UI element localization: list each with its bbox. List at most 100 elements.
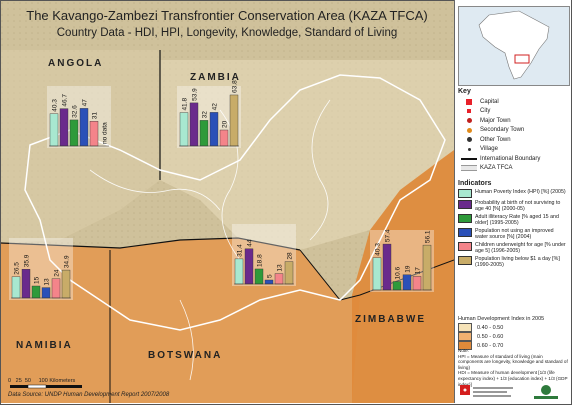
legend-symbol-icon bbox=[458, 109, 480, 114]
scale-bar bbox=[10, 384, 82, 389]
bar-namibia-4 bbox=[51, 278, 61, 299]
country-label-zambia: ZAMBIA bbox=[190, 72, 241, 83]
bar-label-zambia-1: 53.9 bbox=[192, 88, 199, 101]
bar-label-botswana-1: 44 bbox=[247, 239, 254, 247]
bar-label-botswana-5: 28 bbox=[287, 252, 294, 260]
indicator-swatch bbox=[458, 256, 472, 265]
bar-zimbabwe-4 bbox=[412, 276, 422, 291]
legend-key: Key Capital City Major Town Secondary Town O… bbox=[458, 88, 540, 173]
bar-label-botswana-4: 13 bbox=[277, 264, 284, 272]
country-label-namibia: NAMIBIA bbox=[16, 340, 73, 351]
legend-key-label: KAZA TFCA bbox=[480, 165, 513, 172]
bar-label-angola-4: 31 bbox=[92, 112, 99, 120]
legend-key-heading: Key bbox=[458, 88, 471, 95]
indicator-swatch bbox=[458, 228, 472, 237]
bar-angola-4 bbox=[89, 120, 99, 147]
legend-key-row: Capital bbox=[458, 97, 540, 107]
bar-label-zambia-0: 41.8 bbox=[182, 98, 189, 111]
indicator-row: Adult illiteracy Rate [% aged 15 and old… bbox=[458, 214, 568, 226]
bar-label-angola-2: 32.6 bbox=[72, 105, 79, 118]
country-label-zimbabwe: ZIMBABWE bbox=[355, 314, 426, 325]
bar-label-zimbabwe-5: 56.1 bbox=[425, 230, 432, 243]
partner-logos bbox=[460, 385, 558, 399]
bar-botswana-1 bbox=[244, 248, 254, 285]
bar-zambia-3 bbox=[209, 112, 219, 147]
indicator-row: Human Poverty Index (HPI) [%] (2005) bbox=[458, 189, 568, 198]
hdi-zone-angola bbox=[1, 50, 160, 243]
hdi-row: 0.40 - 0.50 bbox=[458, 323, 544, 332]
bar-angola-3 bbox=[79, 108, 89, 147]
legend-symbol-icon bbox=[458, 137, 480, 143]
bar-zimbabwe-3 bbox=[402, 274, 412, 291]
bar-label-botswana-2: 18.8 bbox=[257, 254, 264, 267]
bar-zimbabwe-0 bbox=[372, 257, 382, 291]
indicator-label: Children underweight for age [% under ag… bbox=[475, 242, 566, 254]
bar-namibia-0 bbox=[11, 276, 21, 299]
bar-label-zimbabwe-3: 19 bbox=[405, 265, 412, 273]
river-3 bbox=[89, 169, 221, 211]
indicator-label: Human Poverty Index (HPI) [%] (2005) bbox=[475, 189, 566, 195]
indicator-swatch bbox=[458, 242, 472, 251]
note-text: Note: HPI = Measure of standard of livin… bbox=[458, 348, 568, 387]
hdi-heading: Human Development Index in 2005 bbox=[458, 316, 545, 322]
bar-botswana-3 bbox=[264, 279, 274, 285]
bar-label-botswana-0: 31.4 bbox=[237, 244, 244, 257]
bar-label-zambia-4: 20 bbox=[222, 120, 229, 128]
indicator-label: Adult illiteracy Rate [% aged 15 and old… bbox=[475, 214, 559, 226]
legend-key-label: Secondary Town bbox=[480, 127, 525, 134]
bar-label-botswana-3: 5 bbox=[267, 274, 274, 278]
bar-label-angola-0: 40.3 bbox=[52, 99, 59, 112]
legend-key-row: Village bbox=[458, 145, 540, 155]
hdi-label: 0.40 - 0.50 bbox=[477, 324, 504, 331]
hdi-row: 0.60 - 0.70 bbox=[458, 341, 544, 350]
legend-symbol-icon bbox=[458, 118, 480, 124]
bar-angola-2 bbox=[69, 119, 79, 147]
hdi-swatch bbox=[458, 332, 472, 341]
bar-label-angola-1: 46.7 bbox=[62, 94, 69, 107]
legend-key-label: International Boundary bbox=[480, 155, 541, 162]
bar-label-zimbabwe-0: 40.3 bbox=[375, 243, 382, 256]
indicator-swatch bbox=[458, 189, 472, 198]
hdi-legend: Human Development Index in 2005 0.40 - 0… bbox=[458, 316, 544, 350]
legend-key-label: Other Town bbox=[480, 136, 511, 143]
indicator-label: Probability at birth of not surviving to… bbox=[475, 200, 561, 212]
bar-label-namibia-3: 13 bbox=[44, 278, 51, 286]
legend-symbol-icon bbox=[458, 98, 480, 105]
bar-botswana-2 bbox=[254, 268, 264, 285]
boundary-zimbabwe bbox=[299, 249, 454, 301]
scale-label-mid2: 50 bbox=[24, 378, 31, 384]
map-subtitle: Country Data - HDI, HPI, Longevity, Know… bbox=[56, 27, 398, 39]
bar-zimbabwe-2 bbox=[392, 281, 402, 291]
scale-labels: 0 25 50 100 Kilometers bbox=[8, 378, 75, 384]
legend-key-label: Village bbox=[480, 146, 498, 153]
bar-label-namibia-2: 15 bbox=[34, 276, 41, 284]
indicators-heading: Indicators bbox=[458, 180, 492, 187]
hdi-swatch bbox=[458, 341, 472, 350]
country-label-angola: ANGOLA bbox=[48, 58, 104, 69]
bar-zambia-2 bbox=[199, 120, 209, 147]
bar-botswana-5 bbox=[284, 261, 294, 285]
bar-label-namibia-4: 24 bbox=[54, 269, 61, 277]
hdi-row: 0.50 - 0.60 bbox=[458, 332, 544, 341]
hdi-label: 0.50 - 0.60 bbox=[477, 333, 504, 340]
bar-namibia-3 bbox=[41, 287, 51, 299]
indicator-row: Population living below $1 a day [%] (19… bbox=[458, 256, 568, 268]
bar-namibia-2 bbox=[31, 285, 41, 299]
bar-zambia-1 bbox=[189, 102, 199, 147]
legend-key-row: Secondary Town bbox=[458, 126, 540, 136]
legend-key-label: Capital bbox=[480, 98, 499, 105]
country-label-botswana: BOTSWANA bbox=[148, 350, 223, 361]
legend-key-row: KAZA TFCA bbox=[458, 164, 540, 174]
indicator-row: Probability at birth of not surviving to… bbox=[458, 200, 568, 212]
bar-botswana-4 bbox=[274, 273, 284, 285]
bar-namibia-1 bbox=[21, 269, 31, 299]
legend-symbol-icon bbox=[458, 158, 480, 160]
indicator-label: Population living below $1 a day [%] (19… bbox=[475, 256, 560, 268]
legend-symbol-icon bbox=[458, 147, 480, 151]
bar-zambia-5 bbox=[229, 94, 239, 147]
